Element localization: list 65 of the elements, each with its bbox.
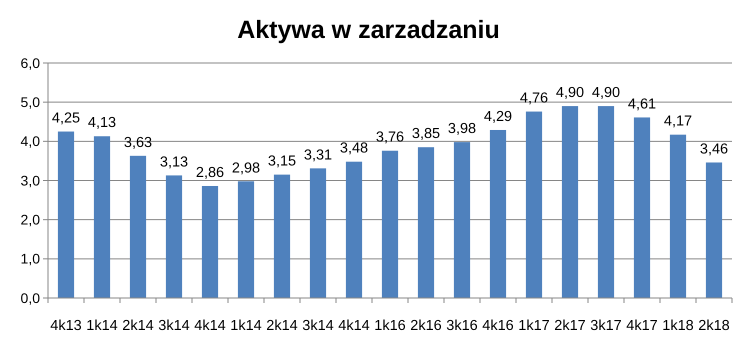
x-tick-label: 2k14 bbox=[122, 318, 154, 334]
bar bbox=[274, 174, 290, 298]
data-label: 3,13 bbox=[160, 154, 188, 170]
bar bbox=[94, 136, 110, 298]
bar bbox=[526, 112, 542, 298]
x-tick-label: 4k13 bbox=[50, 318, 82, 334]
x-tick-label: 1k14 bbox=[230, 318, 262, 334]
data-label: 3,15 bbox=[268, 154, 296, 170]
bar bbox=[238, 181, 254, 298]
x-tick-label: 1k17 bbox=[518, 318, 550, 334]
y-tick-label: 0,0 bbox=[20, 290, 40, 306]
data-label: 3,98 bbox=[448, 121, 476, 138]
x-tick-label: 2k18 bbox=[698, 318, 730, 334]
bar bbox=[634, 117, 650, 298]
bar bbox=[382, 150, 398, 298]
bar bbox=[130, 156, 146, 298]
x-tick-label: 1k18 bbox=[662, 318, 694, 334]
y-tick-label: 3,0 bbox=[20, 172, 40, 188]
bar bbox=[310, 168, 326, 298]
y-tick-label: 6,0 bbox=[20, 54, 40, 71]
x-tick-label: 3k14 bbox=[158, 318, 190, 334]
bar bbox=[706, 162, 722, 298]
data-label: 4,90 bbox=[592, 85, 620, 102]
data-label: 3,31 bbox=[304, 147, 332, 164]
bar bbox=[418, 147, 434, 298]
data-label: 3,76 bbox=[376, 130, 404, 146]
x-tick-label: 2k14 bbox=[266, 318, 298, 334]
data-label: 4,17 bbox=[664, 114, 692, 130]
y-tick-label: 5,0 bbox=[20, 94, 40, 110]
y-tick-label: 4,0 bbox=[20, 133, 40, 150]
data-label: 3,46 bbox=[700, 141, 728, 158]
chart-title: Aktywa w zarzadzaniu bbox=[237, 16, 500, 44]
x-tick-label: 4k14 bbox=[338, 318, 370, 334]
bar bbox=[670, 134, 686, 298]
bar bbox=[346, 162, 362, 298]
x-tick-label: 3k16 bbox=[446, 318, 478, 334]
data-label: 4,90 bbox=[556, 85, 584, 102]
data-label: 4,13 bbox=[88, 115, 116, 132]
bar bbox=[166, 175, 182, 298]
bar bbox=[58, 132, 74, 298]
bar bbox=[202, 186, 218, 298]
bar bbox=[490, 130, 506, 298]
bar bbox=[454, 142, 470, 298]
x-tick-label: 3k14 bbox=[302, 318, 334, 334]
data-label: 3,85 bbox=[412, 126, 440, 142]
x-tick-label: 4k14 bbox=[194, 318, 226, 334]
data-label: 2,98 bbox=[232, 160, 260, 176]
x-tick-label: 1k14 bbox=[86, 318, 118, 334]
x-tick-label: 3k17 bbox=[590, 318, 622, 334]
x-tick-label: 4k17 bbox=[626, 318, 658, 334]
bar bbox=[562, 106, 578, 298]
x-tick-label: 2k17 bbox=[554, 318, 586, 334]
data-label: 4,76 bbox=[520, 90, 548, 107]
bar bbox=[598, 106, 614, 298]
x-tick-label: 4k16 bbox=[482, 318, 514, 334]
data-label: 3,63 bbox=[124, 134, 152, 151]
data-label: 2,86 bbox=[196, 164, 224, 181]
x-tick-label: 2k16 bbox=[410, 318, 442, 334]
data-label: 4,29 bbox=[484, 108, 512, 125]
data-label: 4,25 bbox=[52, 110, 80, 127]
x-tick-label: 1k16 bbox=[374, 318, 406, 334]
data-label: 3,48 bbox=[340, 140, 368, 157]
y-tick-label: 1,0 bbox=[20, 250, 40, 267]
y-tick-label: 2,0 bbox=[20, 212, 40, 228]
data-label: 4,61 bbox=[628, 96, 656, 112]
